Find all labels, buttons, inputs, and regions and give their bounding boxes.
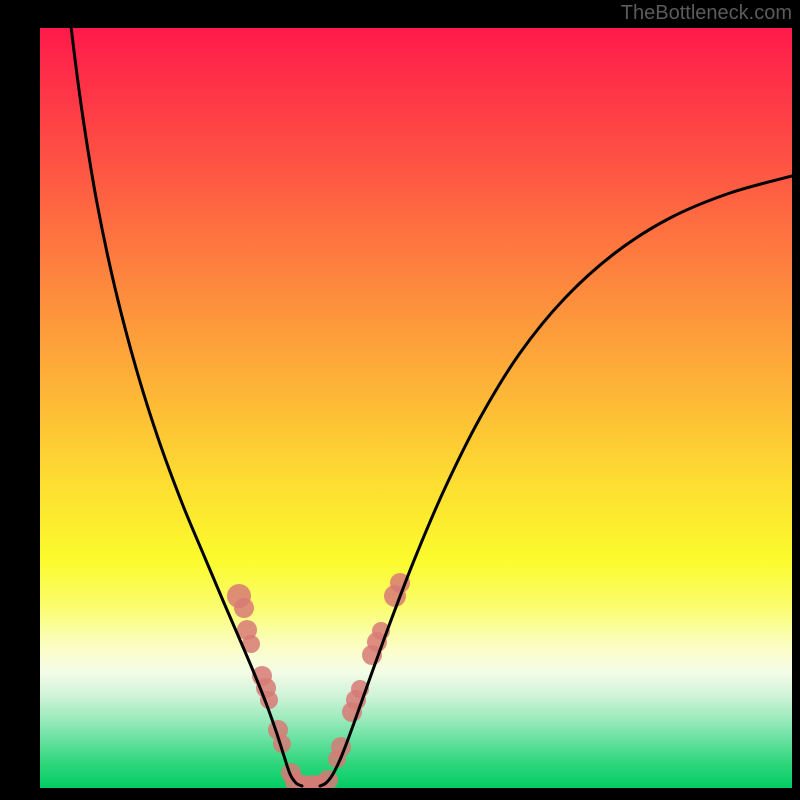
outer-frame: TheBottleneck.com	[0, 0, 800, 800]
marker-cluster-group	[227, 573, 410, 788]
watermark-text: TheBottleneck.com	[621, 2, 792, 25]
curves-layer	[40, 28, 792, 788]
plot-area	[40, 28, 792, 788]
right-curve	[320, 176, 792, 786]
marker-blob	[234, 598, 254, 618]
